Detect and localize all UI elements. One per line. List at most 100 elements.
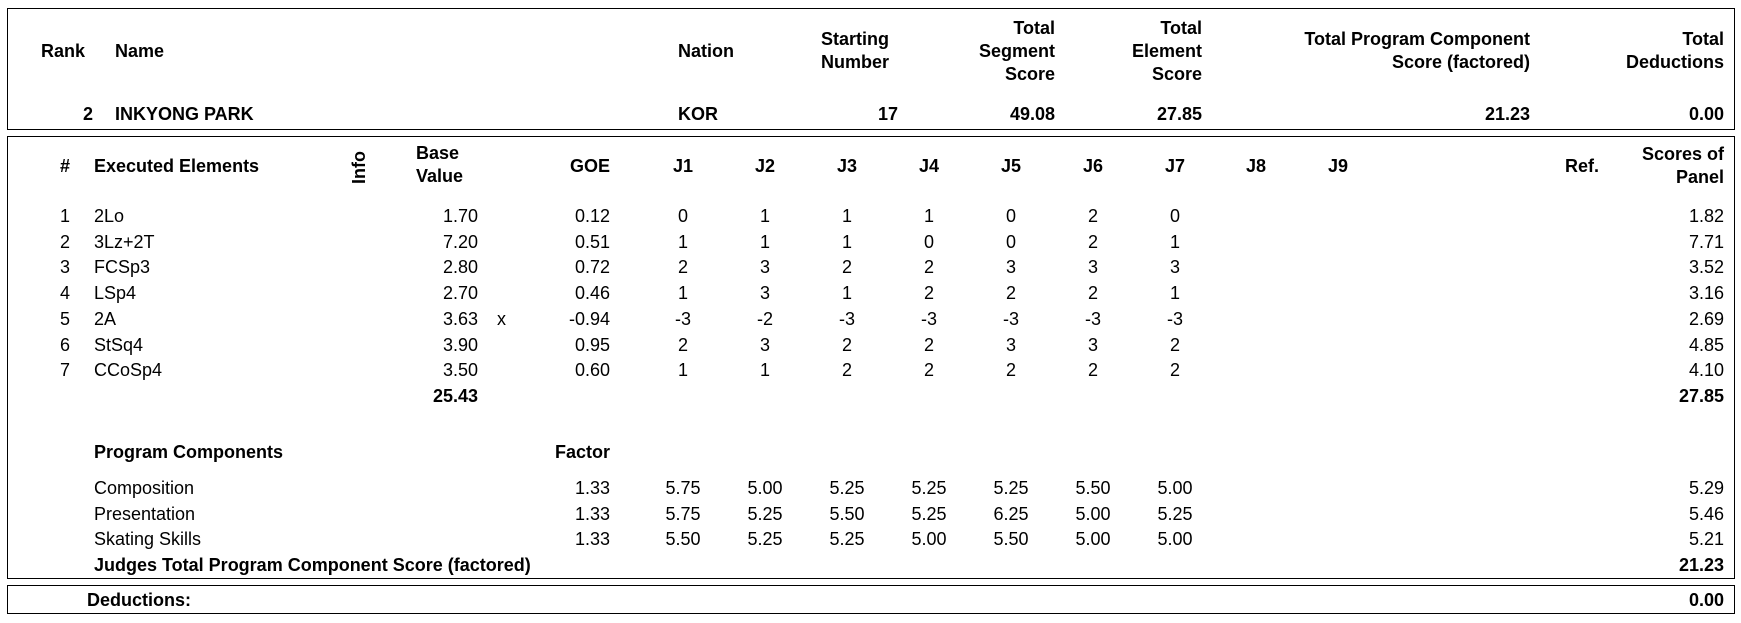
element-panel-score: 1.82 bbox=[1688, 206, 1724, 226]
element-base-value: 3.63 bbox=[442, 309, 478, 329]
element-number: 3 bbox=[59, 257, 70, 277]
element-code: 2Lo bbox=[94, 206, 125, 226]
component-judge-score: 5.00 bbox=[1075, 529, 1111, 549]
element-judge-score: -3 bbox=[920, 309, 937, 329]
deductions-label: Deductions: bbox=[87, 590, 192, 610]
element-number: 7 bbox=[59, 360, 70, 380]
col-executed-elements-label: Executed Elements bbox=[94, 156, 260, 176]
element-base-value: 2.80 bbox=[442, 257, 478, 277]
element-code: 3Lz+2T bbox=[94, 232, 155, 252]
component-factor: 1.33 bbox=[574, 478, 610, 498]
element-judge-score: 2 bbox=[677, 257, 688, 277]
element-judge-score: 1 bbox=[759, 360, 770, 380]
component-name: Presentation bbox=[94, 504, 196, 524]
element-panel-score: 2.69 bbox=[1688, 309, 1724, 329]
component-name: Skating Skills bbox=[94, 529, 202, 549]
element-judge-score: 0 bbox=[923, 232, 934, 252]
col-judge-5-label: J5 bbox=[1000, 156, 1022, 176]
component-judge-score: 5.00 bbox=[1157, 529, 1193, 549]
component-factor: 1.33 bbox=[574, 529, 610, 549]
element-judge-score: -2 bbox=[756, 309, 773, 329]
element-judge-score: 2 bbox=[677, 335, 688, 355]
col-judge-3-label: J3 bbox=[836, 156, 858, 176]
component-judge-score: 5.25 bbox=[911, 504, 947, 524]
element-judge-score: -3 bbox=[838, 309, 855, 329]
element-judge-score: 1 bbox=[677, 360, 688, 380]
col-base-value-label: Base Value bbox=[416, 143, 464, 186]
skater-nation: KOR bbox=[678, 104, 718, 124]
col-judge-4-label: J4 bbox=[918, 156, 940, 176]
element-number: 4 bbox=[59, 283, 70, 303]
element-number: 2 bbox=[59, 232, 70, 252]
element-base-value: 7.20 bbox=[442, 232, 478, 252]
base-value-total: 25.43 bbox=[432, 386, 478, 406]
col-scores-of-panel-label: Scores of Panel bbox=[1641, 144, 1724, 187]
judges-total-pcs-value: 21.23 bbox=[1678, 555, 1724, 575]
element-number: 6 bbox=[59, 335, 70, 355]
component-judge-score: 5.25 bbox=[747, 529, 783, 549]
element-judge-score: 2 bbox=[841, 335, 852, 355]
element-judge-score: 3 bbox=[1087, 335, 1098, 355]
col-judge-2-label: J2 bbox=[754, 156, 776, 176]
component-panel-score: 5.21 bbox=[1688, 529, 1724, 549]
element-base-value: 3.90 bbox=[442, 335, 478, 355]
col-factor-label: Factor bbox=[554, 442, 610, 462]
element-judge-score: 2 bbox=[1087, 232, 1098, 252]
header-total-segment-score-label: Total Segment Score bbox=[978, 18, 1055, 84]
element-judge-score: 1 bbox=[677, 283, 688, 303]
component-judge-score: 5.25 bbox=[747, 504, 783, 524]
element-goe: 0.46 bbox=[574, 283, 610, 303]
element-judge-score: 2 bbox=[1087, 283, 1098, 303]
element-judge-score: 1 bbox=[1169, 283, 1180, 303]
element-panel-score: 3.16 bbox=[1688, 283, 1724, 303]
deductions-box bbox=[7, 585, 1735, 614]
element-judge-score: 2 bbox=[1169, 360, 1180, 380]
element-judge-score: 2 bbox=[923, 257, 934, 277]
component-judge-score: 6.25 bbox=[993, 504, 1029, 524]
element-goe: 0.95 bbox=[574, 335, 610, 355]
component-judge-score: 5.25 bbox=[911, 478, 947, 498]
element-judge-score: 0 bbox=[677, 206, 688, 226]
element-judge-score: 1 bbox=[841, 232, 852, 252]
skater-summary-box bbox=[7, 8, 1735, 130]
component-panel-score: 5.29 bbox=[1688, 478, 1724, 498]
col-goe-label: GOE bbox=[569, 156, 610, 176]
element-code: 2A bbox=[94, 309, 117, 329]
score-detail-box bbox=[7, 136, 1735, 579]
element-goe: 0.12 bbox=[574, 206, 610, 226]
element-goe: 0.72 bbox=[574, 257, 610, 277]
element-judge-score: 2 bbox=[1005, 360, 1016, 380]
element-judge-score: -3 bbox=[1166, 309, 1183, 329]
skater-total-deductions: 0.00 bbox=[1688, 104, 1724, 124]
col-judge-9-label: J9 bbox=[1327, 156, 1349, 176]
component-panel-score: 5.46 bbox=[1688, 504, 1724, 524]
deductions-value: 0.00 bbox=[1688, 590, 1724, 610]
judges-total-pcs-label: Judges Total Program Component Score (fa… bbox=[94, 555, 531, 575]
element-judge-score: 3 bbox=[1169, 257, 1180, 277]
element-judge-score: -3 bbox=[1002, 309, 1019, 329]
element-panel-score: 4.10 bbox=[1688, 360, 1724, 380]
header-starting-number-label: Starting Number bbox=[820, 29, 889, 72]
header-total-element-score-label: Total Element Score bbox=[1131, 18, 1202, 84]
component-judge-score: 5.25 bbox=[829, 478, 865, 498]
component-judge-score: 5.00 bbox=[1075, 504, 1111, 524]
element-judge-score: 2 bbox=[841, 360, 852, 380]
element-judge-score: 3 bbox=[1005, 257, 1016, 277]
element-code: StSq4 bbox=[94, 335, 144, 355]
element-number: 1 bbox=[59, 206, 70, 226]
element-judge-score: 2 bbox=[1087, 360, 1098, 380]
element-judge-score: 1 bbox=[1169, 232, 1180, 252]
component-judge-score: 5.00 bbox=[1157, 478, 1193, 498]
element-judge-score: 2 bbox=[1005, 283, 1016, 303]
skater-name: INKYONG PARK bbox=[115, 104, 254, 124]
element-judge-score: 2 bbox=[923, 360, 934, 380]
component-judge-score: 5.75 bbox=[665, 478, 701, 498]
element-judge-score: 3 bbox=[1087, 257, 1098, 277]
component-name: Composition bbox=[94, 478, 195, 498]
element-goe: 0.51 bbox=[574, 232, 610, 252]
element-judge-score: 3 bbox=[759, 283, 770, 303]
skater-total-segment-score: 49.08 bbox=[1009, 104, 1055, 124]
element-number: 5 bbox=[59, 309, 70, 329]
element-panel-score: 4.85 bbox=[1688, 335, 1724, 355]
element-judge-score: 3 bbox=[759, 257, 770, 277]
